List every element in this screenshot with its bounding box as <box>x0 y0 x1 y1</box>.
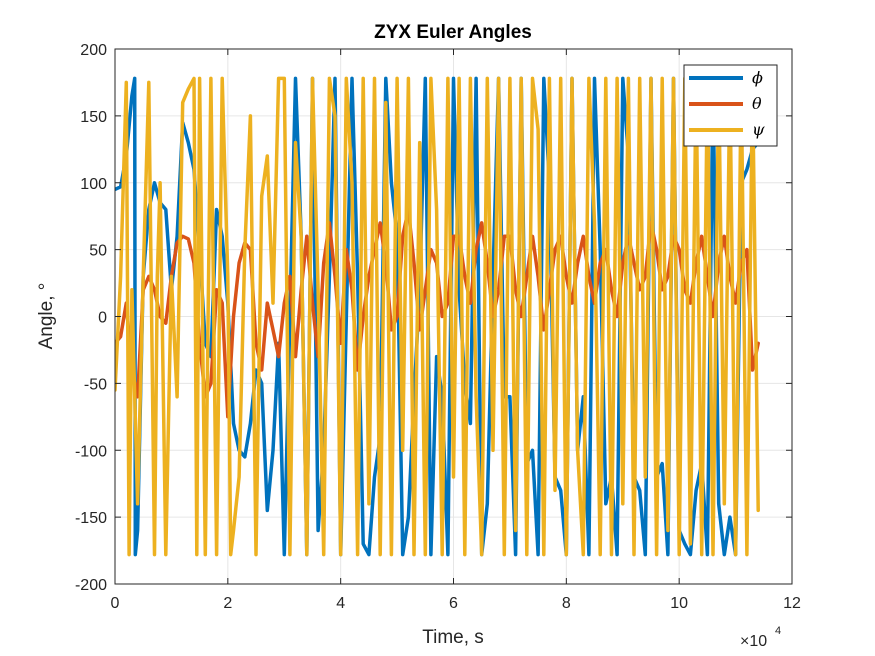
y-tick-label: 0 <box>98 310 107 327</box>
legend: ϕθψ <box>683 64 778 147</box>
legend-label-theta: θ <box>752 94 762 113</box>
x-tick-label: 10 <box>670 595 688 612</box>
ticks <box>114 48 793 585</box>
series-line-psi <box>115 76 760 557</box>
chart-title: ZYX Euler Angles <box>374 22 532 43</box>
x-tick-label: 4 <box>336 595 345 612</box>
x-tick-label: 12 <box>783 595 801 612</box>
y-axis-label: Angle, ° <box>36 283 57 350</box>
y-tick-label: -150 <box>75 510 107 527</box>
x-exponent-power: 4 <box>775 625 781 637</box>
y-tick-labels: 200 150 100 50 0 -50 -100 -150 -200 <box>75 42 107 594</box>
legend-label-psi: ψ <box>752 120 765 139</box>
x-exponent-base: ×10 <box>740 633 767 650</box>
x-axis-label: Time, s <box>422 627 484 648</box>
y-tick-label: 100 <box>80 176 107 193</box>
y-tick-label: -100 <box>75 443 107 460</box>
y-tick-label: 50 <box>89 243 107 260</box>
x-tick-label: 8 <box>562 595 571 612</box>
y-tick-label: 200 <box>80 42 107 59</box>
x-tick-labels: 0 2 4 6 8 10 12 <box>111 595 801 612</box>
series-layer <box>115 76 760 557</box>
x-tick-label: 6 <box>449 595 458 612</box>
x-tick-label: 0 <box>111 595 120 612</box>
y-tick-label: -200 <box>75 577 107 594</box>
y-tick-label: 150 <box>80 109 107 126</box>
legend-label-phi: ϕ <box>752 68 763 87</box>
y-tick-label: -50 <box>84 376 107 393</box>
x-tick-label: 2 <box>223 595 232 612</box>
